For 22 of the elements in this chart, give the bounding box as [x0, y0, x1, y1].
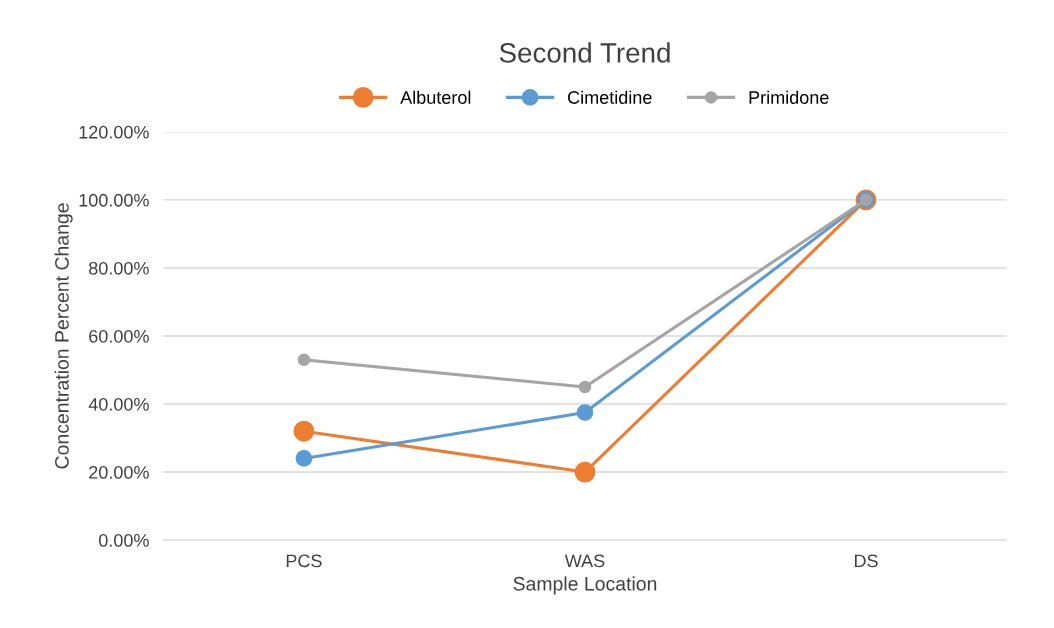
x-axis-title: Sample Location [513, 576, 657, 595]
x-tick-label: PCS [286, 554, 322, 568]
y-tick-label: 100.00% [79, 193, 149, 207]
point [297, 353, 311, 367]
point [293, 420, 315, 442]
legend-label: Primidone [749, 90, 829, 104]
point [574, 461, 596, 483]
y-tick-label: 60.00% [89, 329, 149, 343]
y-axis-title: Concentration Percent Change [54, 203, 73, 469]
y-tick-label: 80.00% [89, 261, 149, 275]
y-tick-label: 0.00% [98, 534, 149, 547]
x-tick-label: DS [854, 554, 878, 568]
legend-label: Cimetidine [568, 90, 652, 104]
y-tick-label: 40.00% [88, 397, 149, 411]
point [576, 404, 594, 421]
x-tick-label: WAS [564, 554, 605, 568]
legend-label: Albuterol [400, 90, 471, 104]
y-tick-label: 120.00% [79, 125, 149, 139]
point [578, 380, 592, 394]
chart-title: Second Trend [499, 42, 670, 63]
point [295, 450, 313, 467]
y-tick-label: 20.00% [89, 465, 149, 479]
